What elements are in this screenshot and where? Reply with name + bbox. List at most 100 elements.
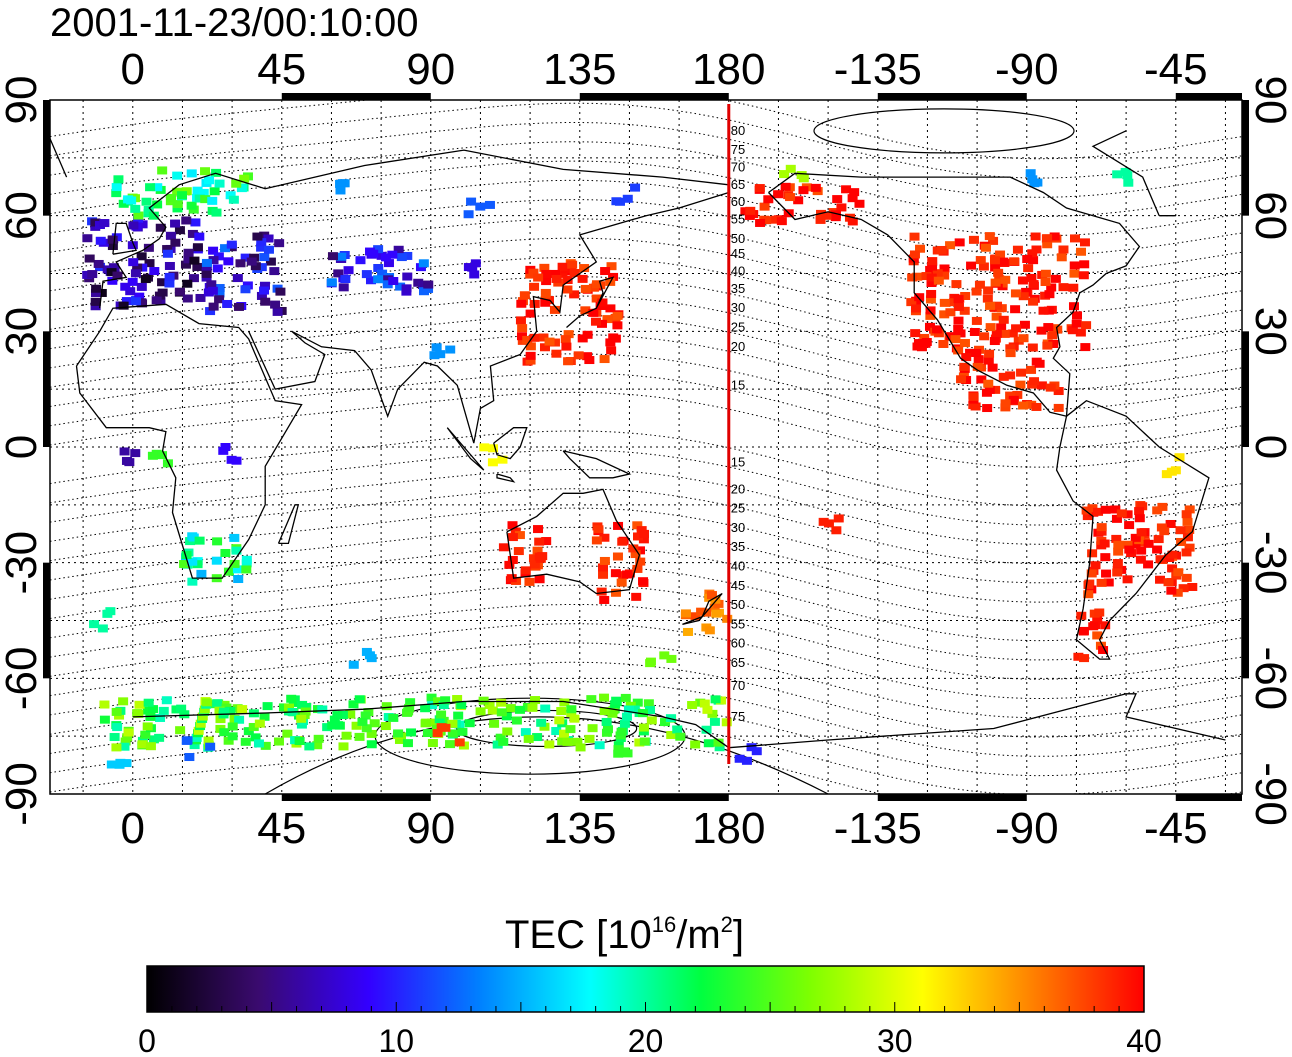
tec-cell [599,707,610,716]
tec-cell [793,196,804,205]
lat-tick-label-right: -30 [1246,531,1292,595]
lon-tick-label-bottom: 135 [543,804,616,853]
tec-cell [823,519,834,528]
tec-cell [219,707,230,716]
tec-cell [525,342,536,351]
tec-cell [338,742,349,751]
tec-cell [241,555,252,564]
tec-cell [497,455,508,464]
tec-cell [989,337,1000,346]
tec-cell [365,247,376,256]
tec-cell [189,741,200,750]
tec-cell [495,733,506,742]
tec-cell [338,283,349,292]
tec-cell [932,269,943,278]
tec-cell [755,218,766,227]
tec-cell [830,210,841,219]
magnetic-contour [50,507,1242,584]
tec-cell [183,255,194,264]
tec-cell [1073,652,1084,661]
tec-cell [537,552,548,561]
tec-cell [109,733,120,742]
tec-cell [148,735,159,744]
tec-cell [147,451,158,460]
tec-cell [220,548,231,557]
tec-cell [1082,512,1093,521]
tec-cell [514,531,525,540]
tec-cell [1068,302,1079,311]
tec-cell [785,193,796,202]
north-pole-contour [813,108,1075,154]
tec-cell [1095,641,1106,650]
tec-cell [559,729,570,738]
contour-label: 45 [731,246,745,261]
tec-cell [225,191,236,200]
tec-cell [369,719,380,728]
tec-cell [909,232,920,241]
tec-cell [563,330,574,339]
tec-cell [645,659,656,668]
tec-cell [939,298,950,307]
tec-cell [520,566,531,575]
tec-cell [426,693,437,702]
tec-cell [1005,349,1016,358]
tec-cell [984,349,995,358]
tec-cell [605,338,616,347]
tec-cell [602,725,613,734]
tec-cell [599,693,610,702]
tec-cell [1056,253,1067,262]
tec-cell [186,169,197,178]
tec-cell [634,738,645,747]
tec-cell [148,211,159,220]
tec-cell [982,294,993,303]
tec-cell [457,727,468,736]
tec-cell [498,543,509,552]
tec-cell [590,317,601,326]
tec-cell [161,696,172,705]
contour-label: 50 [731,597,745,612]
tec-cell [1031,402,1042,411]
contour-label: 15 [731,377,745,392]
tec-cell [1116,509,1127,518]
lon-tick-label-bottom: -90 [995,804,1059,853]
tec-cell [227,732,238,741]
frame-bar-bottom [1175,794,1242,801]
tec-cell [709,717,720,726]
tec-cell [529,333,540,342]
tec-cell [1000,403,1011,412]
tec-cell [701,725,712,734]
tec-cell [193,726,204,735]
tec-cell [1036,381,1047,390]
tec-cell [970,402,981,411]
tec-cell [282,729,293,738]
magnetic-contour [50,623,1242,699]
tec-cell [348,660,359,669]
tec-cell [936,245,947,254]
tec-cell [484,200,495,209]
tec-cell [914,293,925,302]
tec-cell [675,732,686,741]
tec-cell [557,269,568,278]
tec-cell [262,702,273,711]
tec-cell [593,525,604,534]
tec-cell [355,256,366,265]
tec-cell [273,737,284,746]
tec-cell [301,702,312,711]
tec-cell [849,188,860,197]
magnetic-contour [50,353,1242,430]
tec-cell [180,260,191,269]
tec-cell [921,272,932,281]
tec-cell [591,294,602,303]
frame-bar-right [1242,331,1249,447]
tec-cell [456,700,467,709]
tec-cell [599,595,610,604]
tec-cell [945,241,956,250]
map-title: 2001-11-23/00:10:00 [50,1,418,45]
tec-cell [322,723,333,732]
tec-cell [142,706,153,715]
tec-cell [165,231,176,240]
tec-cell [635,557,646,566]
lon-tick-label-top: 0 [121,45,145,94]
tec-cell [157,288,168,297]
tec-cell [140,730,151,739]
